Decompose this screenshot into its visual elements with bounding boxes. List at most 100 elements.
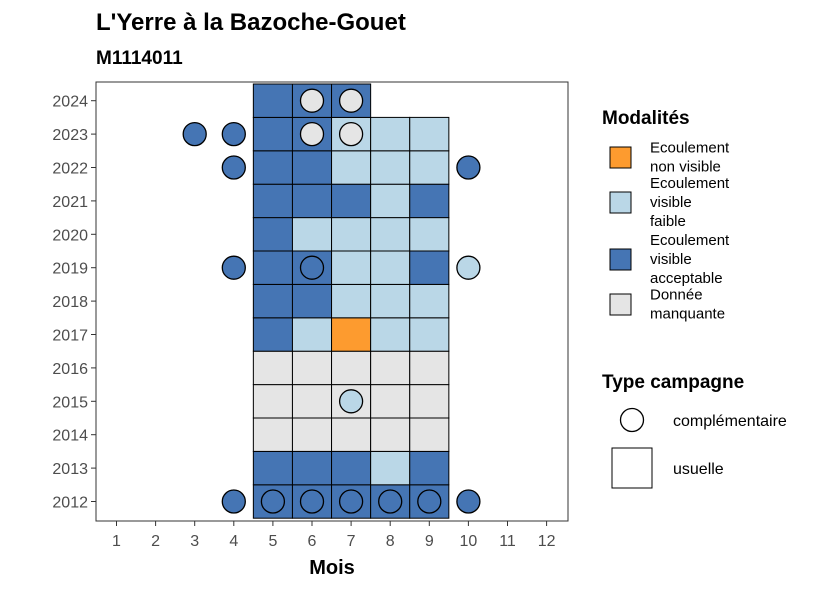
legend-label-va-0: Ecoulement (650, 232, 730, 249)
tile-2013-9 (409, 450, 450, 486)
point-2019-4 (221, 255, 246, 280)
legend-label-dm-1: manquante (650, 306, 725, 323)
tile-2021-7 (331, 183, 372, 219)
point-2019-10 (456, 255, 481, 280)
tile-2015-5 (252, 384, 293, 419)
legend-shape-complementaire (619, 407, 645, 433)
tile-2020-5 (252, 217, 293, 252)
legend-label-vf-1: visible (650, 194, 692, 211)
chart-title: L'Yerre à la Bazoche-Gouet (96, 9, 406, 36)
y-tick-label-2012: 2012 (52, 495, 88, 512)
tile-2021-8 (370, 183, 411, 219)
x-tick-label-10: 10 (460, 533, 478, 550)
tile-2020-8 (370, 217, 411, 252)
x-tick-label-9: 9 (425, 533, 434, 550)
legend-campaign-title: Type campagne (602, 372, 744, 393)
legend-modalites-title: Modalités (602, 108, 690, 129)
x-tick-label-1: 1 (112, 533, 121, 550)
tile-2016-9 (409, 350, 450, 386)
point-2012-8 (378, 489, 403, 514)
y-tick-label-2017: 2017 (52, 328, 88, 345)
legend-label-va-1: visible (650, 251, 692, 268)
legend-label-nv-1: non visible (650, 159, 721, 176)
y-tick-label-2022: 2022 (52, 161, 88, 178)
tile-2024-5 (252, 83, 293, 118)
tile-2019-5 (252, 250, 293, 285)
chart-subtitle: M1114011 (96, 48, 183, 69)
x-tick-label-5: 5 (268, 533, 277, 550)
point-2022-10 (456, 155, 481, 180)
y-tick-label-2021: 2021 (52, 194, 88, 211)
tile-2021-5 (252, 183, 293, 219)
tile-2018-6 (291, 283, 333, 319)
x-tick-label-7: 7 (347, 533, 356, 550)
tile-2014-6 (291, 417, 333, 452)
y-tick-label-2020: 2020 (52, 227, 88, 244)
tile-2014-9 (409, 417, 450, 452)
legend-label-complementaire: complémentaire (673, 413, 787, 430)
tile-2016-5 (252, 350, 293, 386)
legend-label-usuelle: usuelle (673, 461, 724, 478)
point-2012-10 (456, 489, 481, 514)
y-tick-label-2024: 2024 (52, 94, 88, 111)
tile-2022-7 (331, 150, 372, 185)
point-2024-7 (338, 88, 364, 113)
legend-key-nv (609, 146, 632, 169)
tile-2023-9 (409, 116, 450, 152)
point-2022-4 (221, 155, 246, 180)
tile-2017-9 (409, 317, 450, 352)
tile-2017-5 (252, 317, 293, 352)
tile-2020-9 (409, 217, 450, 252)
legend-label-dm-0: Donnée (650, 287, 703, 304)
plot-panel: 1 2 3 4 5 6 7 8 9 10 11 122012201320142015201620172… (52, 81, 569, 579)
y-tick-label-2013: 2013 (52, 461, 88, 478)
tile-2022-8 (370, 150, 411, 185)
y-tick-label-2018: 2018 (52, 294, 88, 311)
legend-label-va-2: acceptable (650, 270, 723, 287)
legend-label-nv-0: Ecoulement (650, 140, 730, 157)
point-2012-9 (417, 489, 442, 514)
x-tick-label-3: 3 (190, 533, 199, 550)
x-tick-label-12: 12 (538, 533, 556, 550)
tile-2014-5 (252, 417, 293, 452)
tile-2016-8 (370, 350, 411, 386)
tile-2022-5 (252, 150, 293, 185)
y-tick-label-2023: 2023 (52, 127, 88, 144)
legend-shape-usuelle (611, 447, 653, 489)
tile-2020-7 (331, 217, 372, 252)
tile-2018-8 (370, 283, 411, 319)
tile-2014-8 (370, 417, 411, 452)
tile-2015-6 (291, 384, 333, 419)
tile-2022-9 (409, 150, 450, 185)
y-tick-label-2015: 2015 (52, 394, 88, 411)
point-2019-6 (299, 255, 325, 280)
legend-key-dm (609, 293, 632, 316)
tile-2023-5 (252, 116, 293, 152)
tile-2018-9 (409, 283, 450, 319)
y-tick-label-2016: 2016 (52, 361, 88, 378)
tile-2020-6 (291, 217, 333, 252)
x-tick-label-6: 6 (308, 533, 317, 550)
point-2023-3 (182, 121, 207, 147)
tile-2013-8 (370, 450, 411, 486)
tile-2022-6 (291, 150, 333, 185)
tile-2018-7 (331, 283, 372, 319)
x-tick-label-2: 2 (151, 533, 160, 550)
x-tick-label-4: 4 (229, 533, 238, 550)
tile-2017-8 (370, 317, 411, 352)
tile-2023-8 (370, 116, 411, 152)
x-tick-label-8: 8 (386, 533, 395, 550)
tile-2018-5 (252, 283, 293, 319)
legend-label-vf-0: Ecoulement (650, 175, 730, 192)
point-2024-6 (299, 88, 325, 113)
point-2012-7 (338, 489, 364, 514)
point-2012-5 (260, 489, 286, 514)
x-tick-label-11: 11 (499, 533, 516, 550)
tile-2016-7 (331, 350, 372, 386)
tile-2016-6 (291, 350, 333, 386)
legend-key-va (609, 248, 632, 271)
point-2023-6 (299, 121, 325, 147)
tile-2021-6 (291, 183, 333, 219)
